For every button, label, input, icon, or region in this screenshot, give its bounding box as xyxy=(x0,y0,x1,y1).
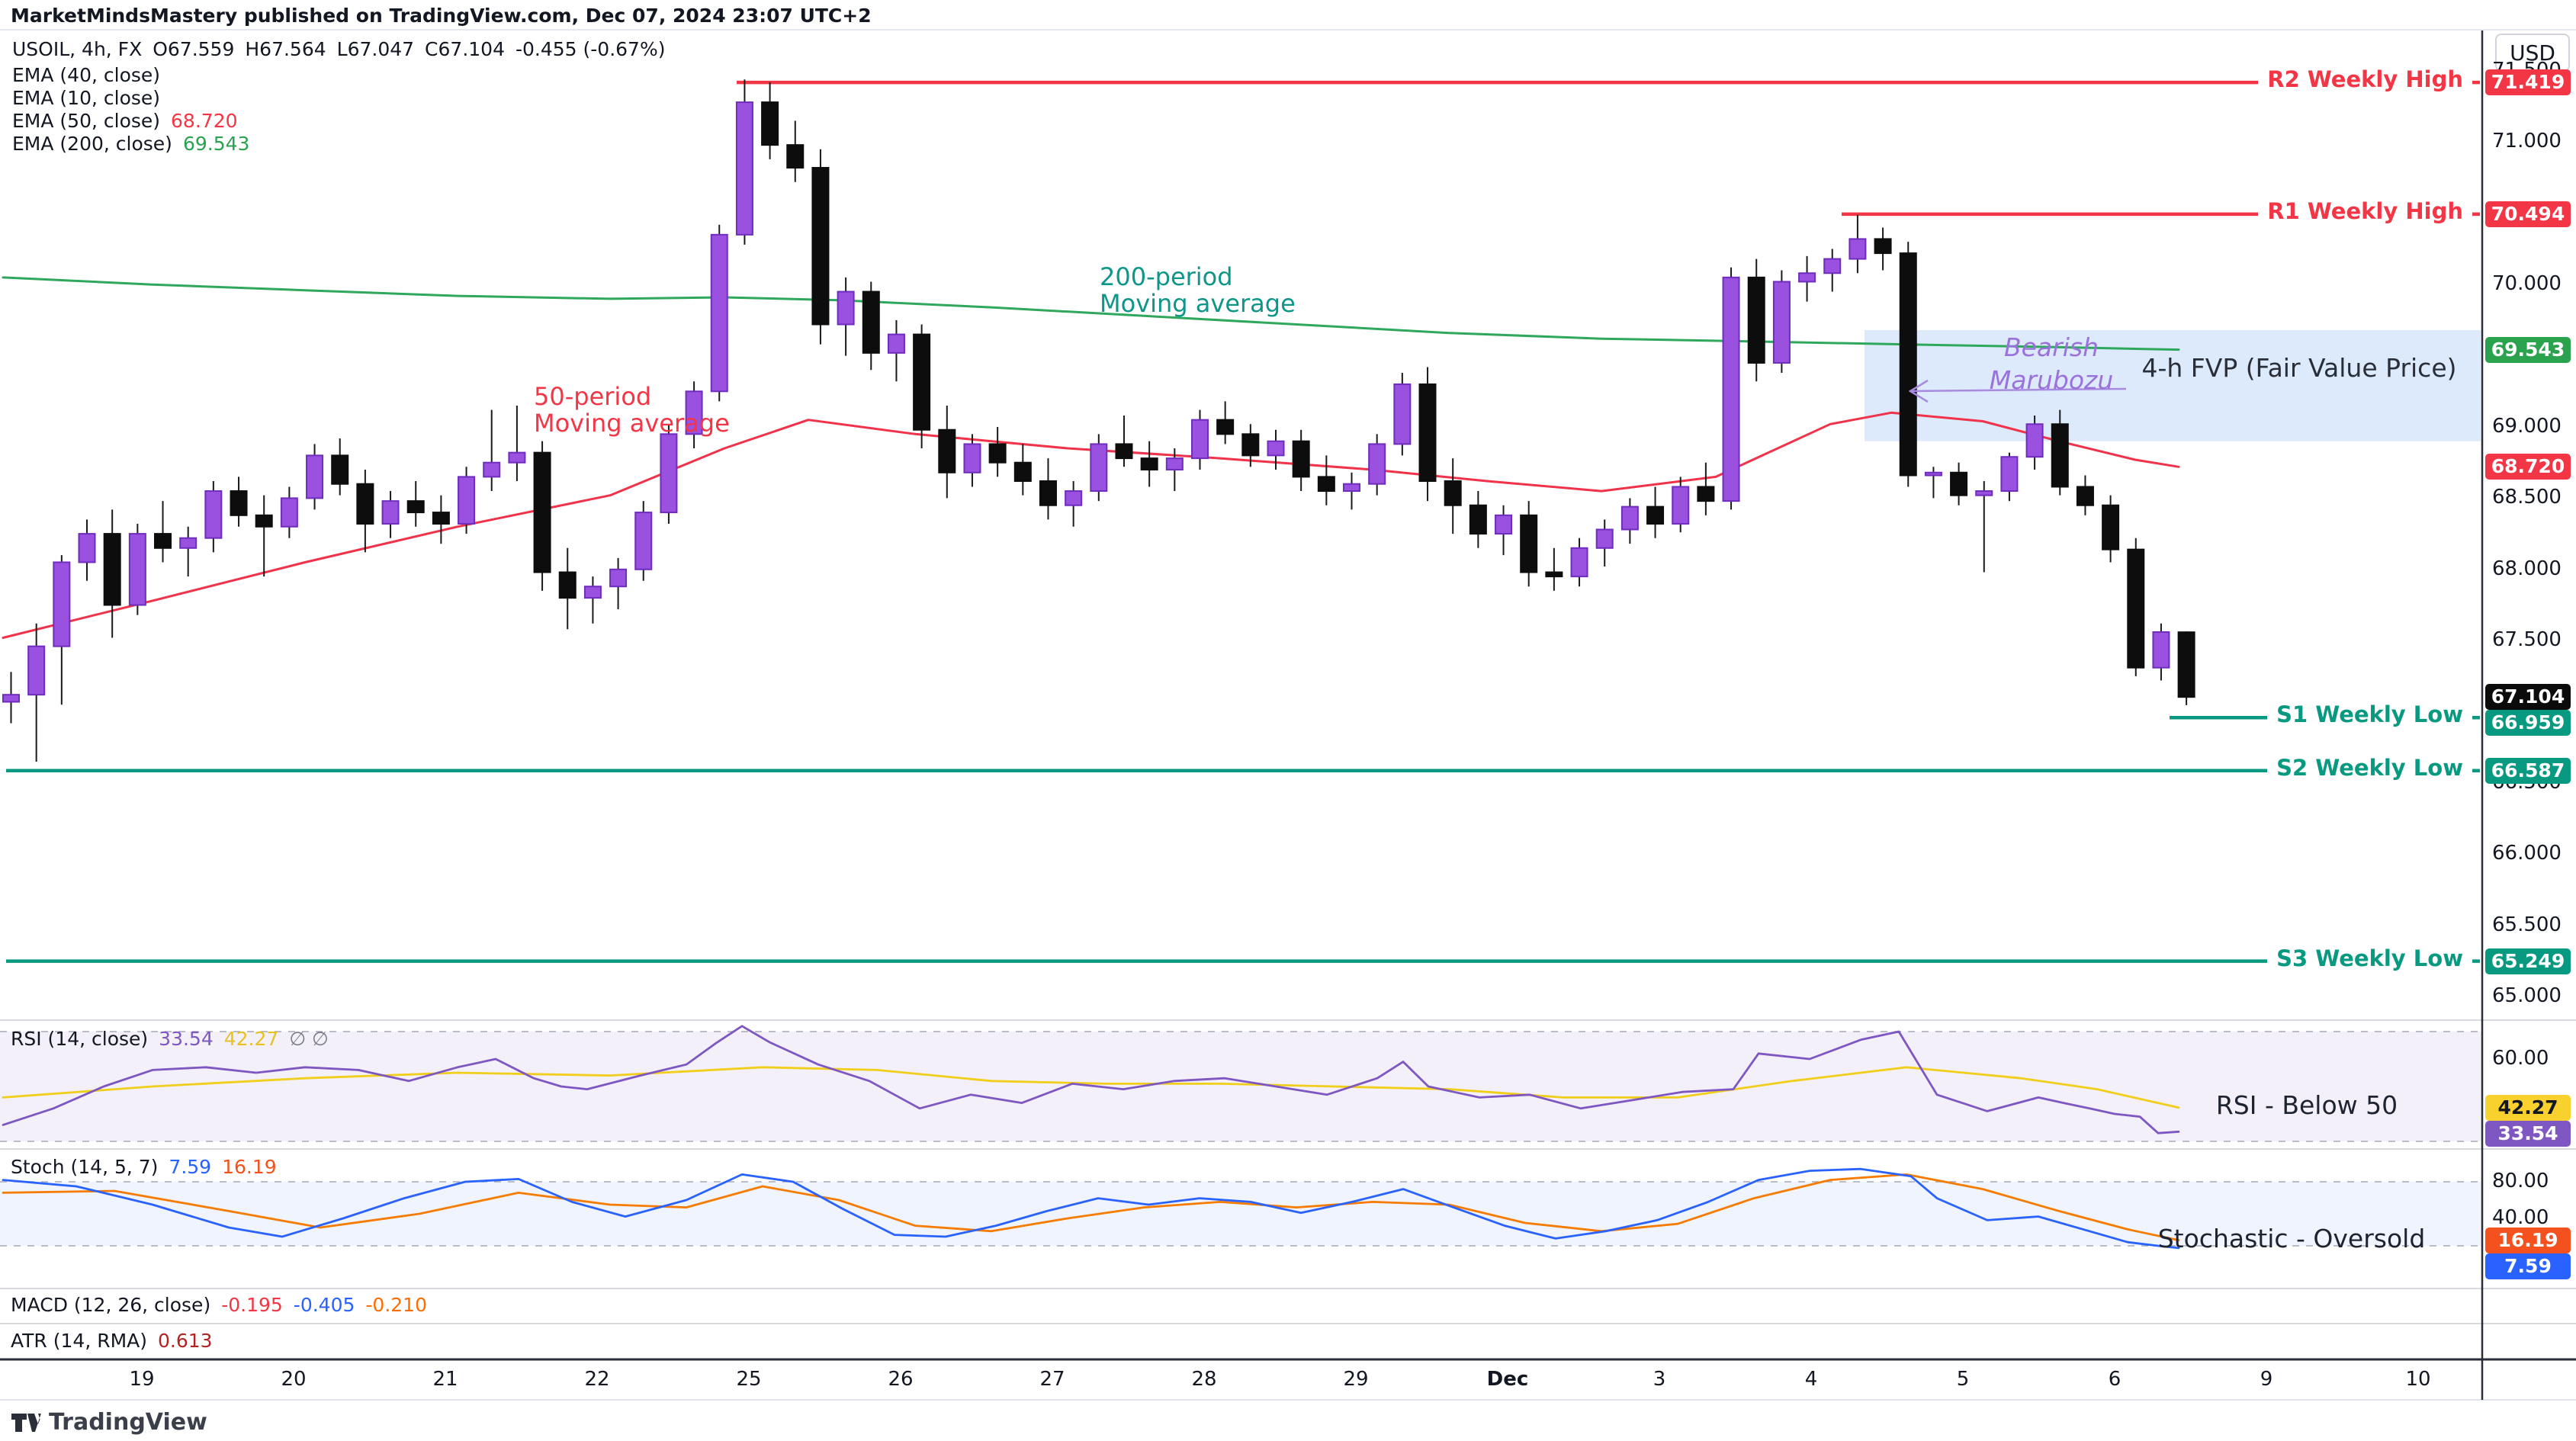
rsi-title[interactable]: RSI (14, close) xyxy=(11,1028,149,1050)
ema200-value: 69.543 xyxy=(182,133,250,155)
ohlc-high: H67.564 xyxy=(245,38,326,60)
time-axis-label[interactable]: 28 xyxy=(1191,1368,1217,1391)
time-axis-label[interactable]: 9 xyxy=(2260,1368,2273,1391)
time-axis-label[interactable]: 3 xyxy=(1653,1368,1666,1391)
atr-title[interactable]: ATR (14, RMA) xyxy=(11,1330,148,1352)
level-label-s3[interactable]: S3 Weekly Low xyxy=(2267,945,2472,971)
macd-legend[interactable]: MACD (12, 26, close) -0.195 -0.405 -0.21… xyxy=(11,1294,427,1316)
axis-tick: 68.000 xyxy=(2492,557,2562,580)
axis-tick: 65.500 xyxy=(2492,913,2562,936)
time-axis-label[interactable]: 27 xyxy=(1039,1368,1065,1391)
level-label-s2[interactable]: S2 Weekly Low xyxy=(2267,754,2472,781)
ema50-value: 68.720 xyxy=(171,110,238,132)
rsi-legend[interactable]: RSI (14, close) 33.54 42.27 ∅ ∅ xyxy=(11,1028,329,1050)
level-label-r1[interactable]: R1 Weekly High xyxy=(2258,197,2472,224)
time-axis-label[interactable]: Dec xyxy=(1486,1368,1529,1391)
macd-value-2: -0.405 xyxy=(293,1294,355,1316)
price-badge: 70.494 xyxy=(2485,201,2571,227)
ema10-label[interactable]: EMA (10, close) xyxy=(12,87,161,109)
axis-tick: 69.000 xyxy=(2492,415,2562,438)
time-axis-label[interactable]: 4 xyxy=(1804,1368,1818,1391)
price-badge: 16.19 xyxy=(2485,1227,2571,1253)
price-badge: 65.249 xyxy=(2485,948,2571,974)
rsi-extra-values: ∅ ∅ xyxy=(289,1028,329,1050)
ohlc-low: L67.047 xyxy=(336,38,415,60)
time-axis-label[interactable]: 29 xyxy=(1343,1368,1369,1391)
atr-legend[interactable]: ATR (14, RMA) 0.613 xyxy=(11,1330,213,1352)
price-badge: 7.59 xyxy=(2485,1253,2571,1279)
price-badge: 67.104 xyxy=(2485,684,2571,711)
price-badge: 69.543 xyxy=(2485,336,2571,363)
price-change: -0.455 (-0.67%) xyxy=(515,38,666,60)
ema200-label[interactable]: EMA (200, close) xyxy=(12,133,172,155)
rsi-ma-value: 42.27 xyxy=(223,1028,279,1050)
axis-tick: 40.00 xyxy=(2492,1206,2549,1229)
price-badge: 68.720 xyxy=(2485,454,2571,480)
fvp-annotation: 4-h FVP (Fair Value Price) xyxy=(2141,353,2457,383)
axis-tick: 68.500 xyxy=(2492,486,2562,509)
stoch-legend[interactable]: Stoch (14, 5, 7) 7.59 16.19 xyxy=(11,1156,277,1178)
header-divider xyxy=(0,29,2576,30)
price-badge: 66.587 xyxy=(2485,757,2571,784)
ohlc-open: O67.559 xyxy=(153,38,235,60)
level-label-r2[interactable]: R2 Weekly High xyxy=(2258,66,2472,93)
level-label-s1[interactable]: S1 Weekly Low xyxy=(2267,701,2472,728)
axis-tick: 65.000 xyxy=(2492,984,2562,1008)
rsi-note: RSI - Below 50 xyxy=(2215,1090,2398,1120)
axis-tick: 60.00 xyxy=(2492,1047,2549,1070)
price-badge: 33.54 xyxy=(2485,1120,2571,1147)
time-axis-label[interactable]: 19 xyxy=(129,1368,155,1391)
axis-tick: 80.00 xyxy=(2492,1170,2549,1192)
price-badge: 71.419 xyxy=(2485,69,2571,96)
tradingview-logo-icon[interactable] xyxy=(11,1410,41,1436)
axis-tick: 71.000 xyxy=(2492,130,2562,153)
time-axis-label[interactable]: 25 xyxy=(736,1368,762,1391)
indicator-legend-ema200[interactable]: EMA (200, close) 69.543 xyxy=(12,133,249,155)
axis-tick: 66.000 xyxy=(2492,842,2562,865)
time-axis-label[interactable]: 22 xyxy=(584,1368,610,1391)
ohlc-close: C67.104 xyxy=(425,38,505,60)
stoch-title[interactable]: Stoch (14, 5, 7) xyxy=(11,1156,159,1178)
time-axis-label[interactable]: 6 xyxy=(2108,1368,2122,1391)
bearish-marubozu-annotation: Bearish Marubozu xyxy=(1989,332,2114,395)
stoch-k-value: 7.59 xyxy=(169,1156,212,1178)
time-axis-label[interactable]: 10 xyxy=(2405,1368,2431,1391)
rsi-band-fill xyxy=(0,1032,2482,1141)
time-axis-label[interactable]: 20 xyxy=(281,1368,307,1391)
price-badge: 66.959 xyxy=(2485,710,2571,737)
ema40-label[interactable]: EMA (40, close) xyxy=(12,64,161,86)
time-axis-label[interactable]: 5 xyxy=(1956,1368,1970,1391)
stoch-d-value: 16.19 xyxy=(222,1156,277,1178)
symbol-title[interactable]: USOIL, 4h, FX xyxy=(12,38,143,60)
indicator-legend-ema10[interactable]: EMA (10, close) xyxy=(12,87,160,109)
ema50-label[interactable]: EMA (50, close) xyxy=(12,110,161,132)
axis-tick: 70.000 xyxy=(2492,272,2562,296)
atr-value: 0.613 xyxy=(158,1330,213,1352)
footer: TradingView xyxy=(11,1409,207,1436)
macd-value-3: -0.210 xyxy=(365,1294,427,1316)
candles-layer xyxy=(2,79,2195,762)
stoch-note: Stochastic - Oversold xyxy=(2157,1224,2426,1253)
time-axis-label[interactable]: 21 xyxy=(432,1368,458,1391)
price-badge: 42.27 xyxy=(2485,1094,2571,1121)
indicator-legend-ema50[interactable]: EMA (50, close) 68.720 xyxy=(12,110,238,132)
publish-header: MarketMindsMastery published on TradingV… xyxy=(11,5,872,27)
rsi-value: 33.54 xyxy=(159,1028,214,1050)
macd-value-1: -0.195 xyxy=(221,1294,283,1316)
time-axis-label[interactable]: 26 xyxy=(888,1368,914,1391)
tradingview-brand[interactable]: TradingView xyxy=(49,1409,207,1436)
symbol-legend[interactable]: USOIL, 4h, FX O67.559 H67.564 L67.047 C6… xyxy=(12,38,665,60)
macd-title[interactable]: MACD (12, 26, close) xyxy=(11,1294,211,1316)
ma50-annotation: 50-period Moving average xyxy=(534,382,730,438)
ma200-annotation: 200-period Moving average xyxy=(1100,262,1296,318)
axis-tick: 67.500 xyxy=(2492,628,2562,652)
indicator-legend-ema40[interactable]: EMA (40, close) xyxy=(12,64,160,86)
